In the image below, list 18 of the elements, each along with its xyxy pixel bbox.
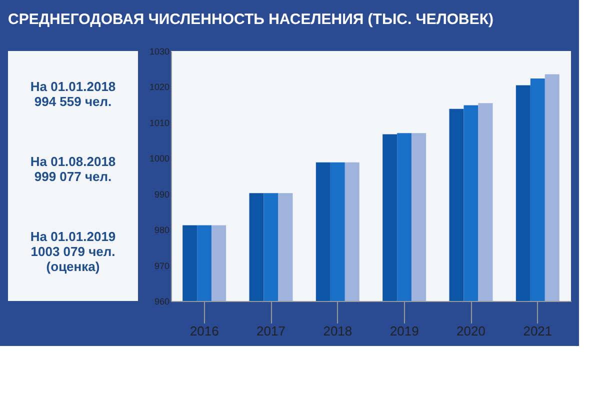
text: На 01.08.2018 999 077 чел. — [30, 154, 116, 184]
y-tick-label: 990 — [154, 189, 170, 200]
y-tick-label: 1020 — [149, 82, 170, 92]
x-tick-label: 2016 — [190, 324, 219, 338]
text: На 01.01.2018 994 559 чел. — [30, 79, 116, 109]
y-tick-label: 1030 — [149, 46, 170, 56]
text: На 01.01.2019 1003 079 чел. (оценка) — [30, 229, 116, 274]
x-tick-label: 2018 — [323, 324, 352, 338]
x-tick-label: 2020 — [456, 324, 486, 338]
x-tick-label: 2017 — [256, 324, 286, 338]
y-tick-label: 970 — [154, 260, 170, 271]
y-tick-label: 1010 — [149, 118, 170, 128]
chart-title: СРЕДНЕГОДОВАЯ ЧИСЛЕННОСТЬ НАСЕЛЕНИЯ (ТЫС. ЧЕЛОВЕК) — [8, 11, 494, 28]
y-tick-label: 1000 — [149, 154, 170, 164]
y-tick-label: 960 — [154, 296, 170, 306]
x-tick-label: 2021 — [523, 324, 552, 338]
y-tick-label: 980 — [154, 225, 170, 236]
x-tick-label: 2019 — [390, 324, 419, 338]
